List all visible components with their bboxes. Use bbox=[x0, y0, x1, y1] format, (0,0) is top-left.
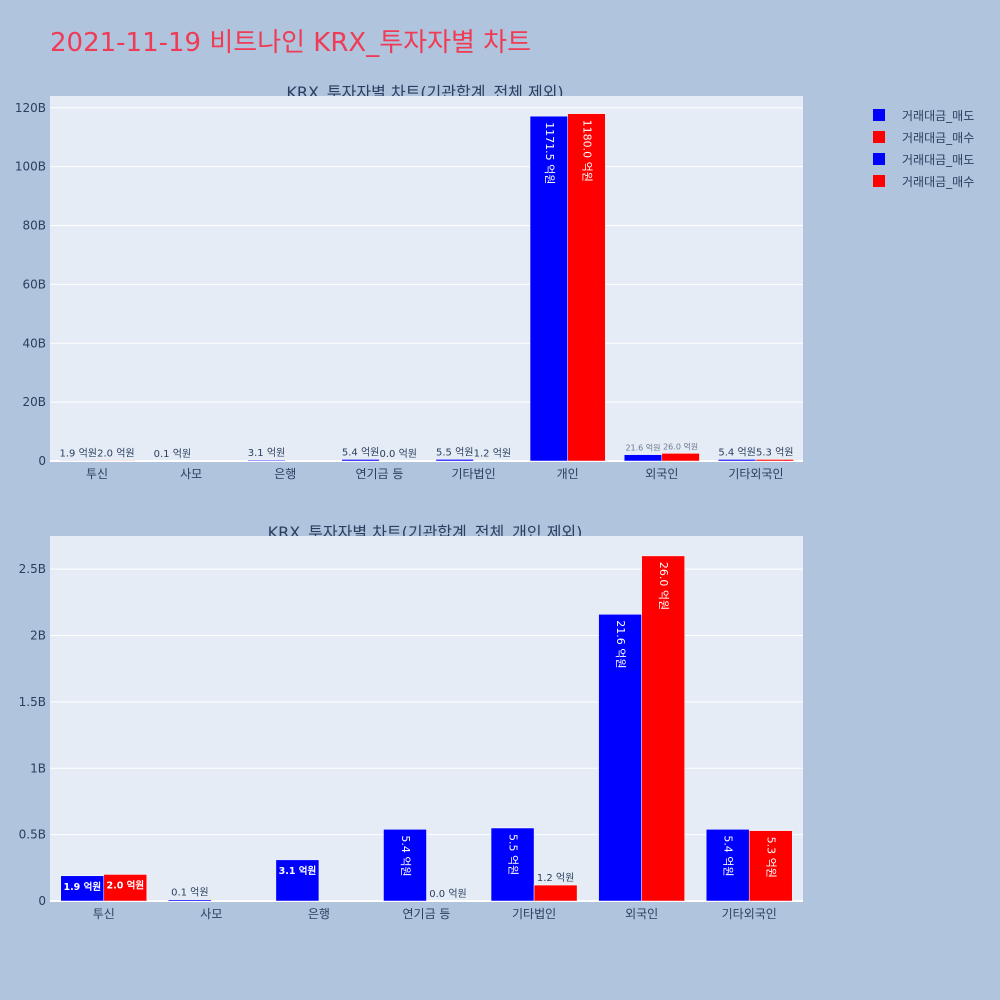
x-tick-label: 외국인 bbox=[625, 907, 658, 921]
x-tick-label: 투신 bbox=[86, 467, 108, 481]
data-label: 1.9 억원 bbox=[63, 881, 101, 893]
legend-swatch bbox=[873, 153, 885, 165]
legend-item[interactable]: 거래대금_매도 bbox=[873, 148, 974, 170]
data-label: 5.4 억원 bbox=[399, 835, 412, 876]
y-tick-label: 0 bbox=[38, 454, 46, 468]
page-title: 2021-11-19 비트나인 KRX_투자자별 차트 bbox=[50, 28, 532, 58]
data-label: 1.9 억원 bbox=[59, 447, 96, 459]
data-label: 0.1 억원 bbox=[171, 887, 208, 899]
bar-buy bbox=[641, 555, 685, 902]
data-label: 5.4 억원 bbox=[722, 835, 735, 876]
legend-label: 거래대금_매수 bbox=[902, 174, 975, 189]
data-label: 0.1 억원 bbox=[154, 448, 191, 460]
bar-sell bbox=[598, 614, 642, 902]
data-label: 5.5 억원 bbox=[507, 834, 520, 875]
legend-swatch bbox=[873, 109, 885, 121]
legend-swatch bbox=[873, 131, 885, 143]
bar-sell bbox=[705, 829, 750, 902]
x-tick-label: 외국인 bbox=[645, 467, 678, 481]
bar-buy bbox=[748, 830, 793, 902]
bar-buy bbox=[567, 113, 606, 462]
data-label: 1180.0 억원 bbox=[581, 120, 594, 182]
data-label: 1171.5 억원 bbox=[543, 122, 556, 184]
y-tick-label: 1B bbox=[30, 761, 46, 775]
x-tick-label: 투신 bbox=[93, 907, 115, 921]
data-label: 21.6 억원 bbox=[625, 443, 660, 453]
bar-sell bbox=[529, 115, 568, 462]
bar-buy bbox=[103, 874, 148, 902]
data-label: 5.5 억원 bbox=[436, 446, 473, 458]
x-tick-label: 사모 bbox=[180, 467, 202, 481]
data-label: 26.0 억원 bbox=[657, 562, 670, 610]
x-tick-label: 개인 bbox=[557, 467, 579, 481]
legend-label: 거래대금_매도 bbox=[902, 108, 975, 123]
data-label: 0.0 억원 bbox=[429, 888, 466, 900]
data-label: 0.0 억원 bbox=[380, 448, 417, 460]
x-tick-label: 연기금 등 bbox=[403, 907, 451, 921]
x-tick-label: 기타법인 bbox=[451, 467, 495, 481]
bar-sell bbox=[490, 827, 535, 902]
data-label: 2.0 억원 bbox=[97, 447, 134, 459]
bar-sell bbox=[435, 459, 474, 462]
legend-label: 거래대금_매도 bbox=[902, 152, 975, 167]
legend-item[interactable]: 거래대금_매도 bbox=[873, 104, 974, 126]
data-label: 1.2 억원 bbox=[537, 872, 574, 884]
data-label: 3.1 억원 bbox=[248, 447, 285, 459]
y-tick-label: 80B bbox=[22, 219, 46, 233]
y-tick-label: 60B bbox=[22, 277, 46, 291]
x-tick-label: 은행 bbox=[308, 906, 330, 921]
data-label: 5.4 억원 bbox=[718, 446, 755, 458]
data-label: 3.1 억원 bbox=[279, 865, 317, 877]
x-tick-label: 은행 bbox=[274, 466, 296, 481]
bar-sell bbox=[60, 875, 105, 902]
bar-sell bbox=[383, 829, 427, 902]
bar-buy bbox=[755, 459, 794, 462]
bar-sell bbox=[247, 459, 286, 462]
legend: 거래대금_매도 거래대금_매수 거래대금_매도 거래대금_매수 bbox=[873, 104, 974, 192]
data-label: 2.0 억원 bbox=[106, 879, 144, 891]
y-tick-label: 1.5B bbox=[19, 695, 46, 709]
y-tick-label: 2.5B bbox=[19, 562, 46, 576]
y-tick-label: 2B bbox=[30, 629, 46, 643]
bar-buy bbox=[661, 453, 700, 462]
bar-sell bbox=[341, 459, 380, 462]
plot-area bbox=[50, 96, 803, 461]
data-label: 5.3 억원 bbox=[756, 446, 793, 458]
y-tick-label: 0 bbox=[38, 894, 46, 908]
y-tick-label: 20B bbox=[22, 395, 46, 409]
y-tick-label: 120B bbox=[15, 101, 46, 115]
y-tick-label: 100B bbox=[15, 160, 46, 174]
legend-label: 거래대금_매수 bbox=[902, 130, 975, 145]
data-label: 5.4 억원 bbox=[342, 446, 379, 458]
data-label: 21.6 억원 bbox=[614, 620, 627, 668]
y-tick-label: 0.5B bbox=[19, 828, 46, 842]
bar-sell bbox=[168, 899, 212, 902]
data-label: 26.0 억원 bbox=[663, 441, 698, 451]
x-tick-label: 기타외국인 bbox=[722, 907, 777, 921]
legend-item[interactable]: 거래대금_매수 bbox=[873, 126, 974, 148]
x-tick-label: 연기금 등 bbox=[355, 467, 403, 481]
legend-swatch bbox=[873, 175, 885, 187]
data-label: 1.2 억원 bbox=[474, 448, 511, 460]
y-tick-label: 40B bbox=[22, 336, 46, 350]
legend-item[interactable]: 거래대금_매수 bbox=[873, 170, 974, 192]
bar-sell bbox=[275, 859, 320, 902]
bar-buy bbox=[96, 460, 135, 462]
x-tick-label: 기타외국인 bbox=[728, 467, 783, 481]
data-label: 5.3 억원 bbox=[765, 837, 778, 878]
x-tick-label: 기타법인 bbox=[512, 907, 556, 921]
x-tick-label: 사모 bbox=[200, 907, 222, 921]
bar-buy bbox=[533, 884, 578, 902]
